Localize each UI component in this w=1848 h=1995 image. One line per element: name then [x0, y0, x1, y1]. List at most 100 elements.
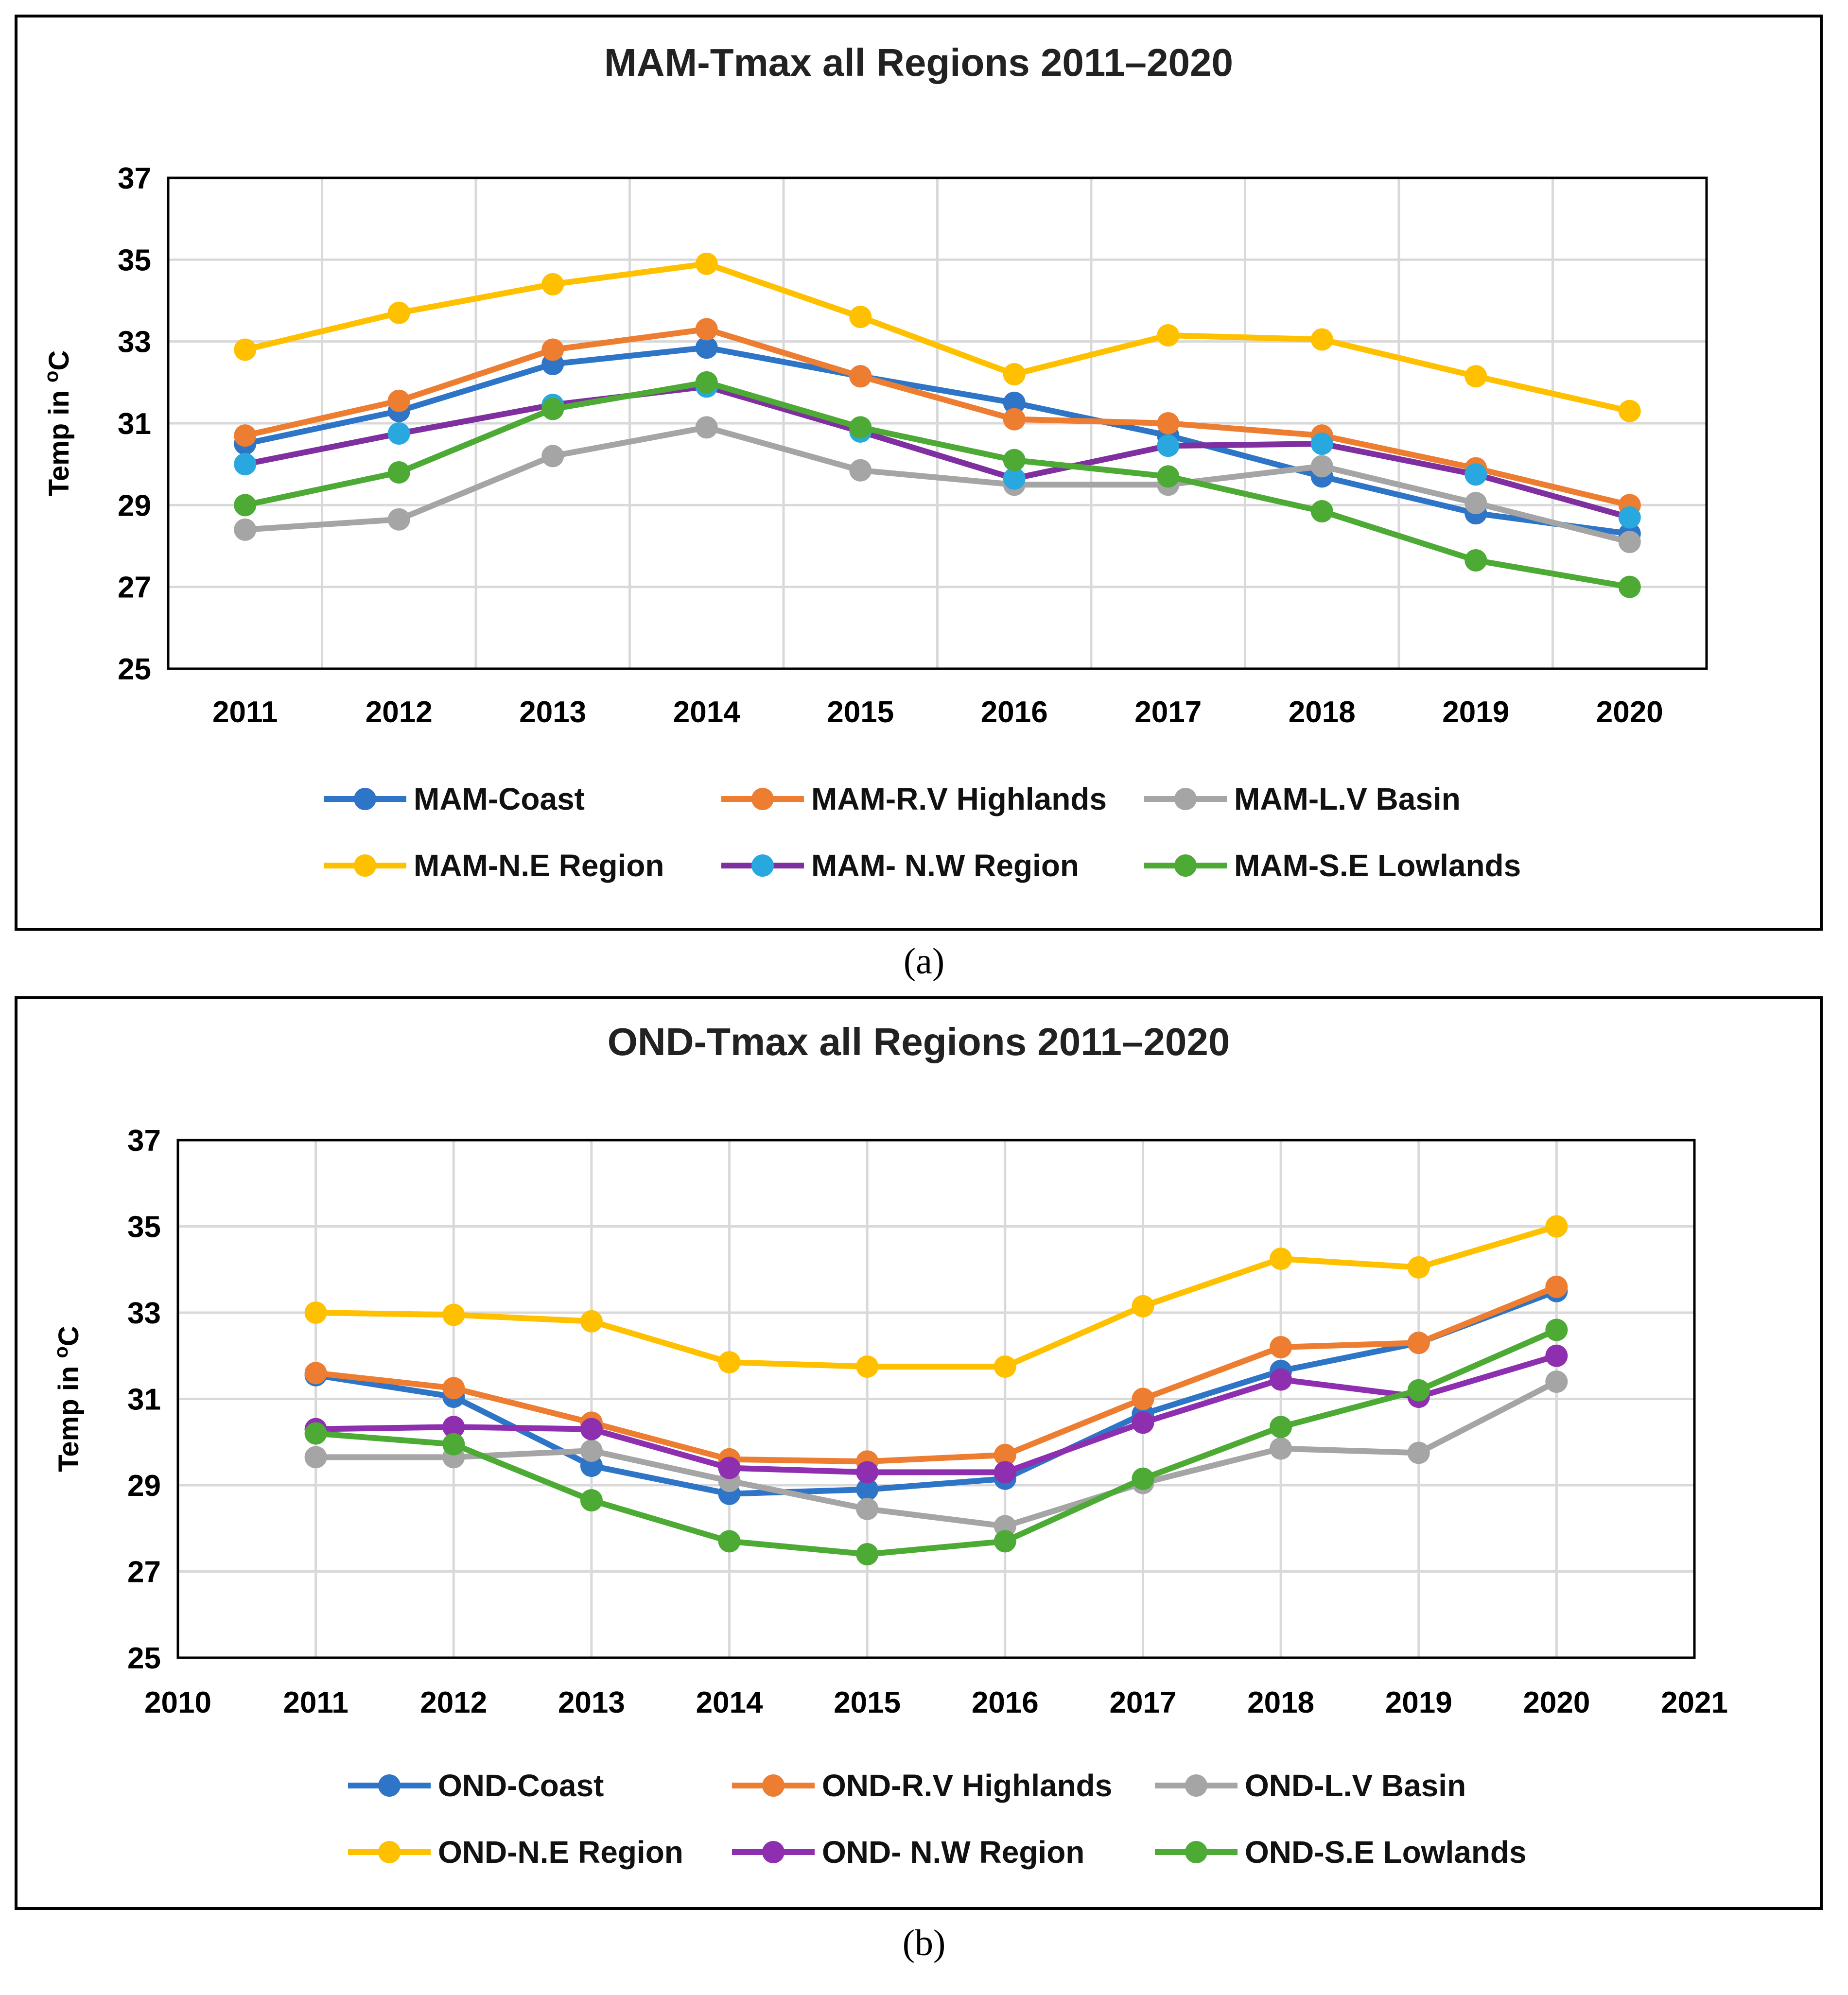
ond-series-5-point — [994, 1530, 1016, 1553]
ond-series-2-point — [1407, 1441, 1430, 1464]
ond-y-axis-title-main: Temp in — [53, 1358, 85, 1472]
mam-series-1-point — [849, 365, 872, 388]
ond-x-tick-label: 2019 — [1385, 1686, 1452, 1719]
ond-series-4-point — [580, 1418, 603, 1440]
mam-legend-marker-0 — [354, 788, 376, 810]
mam-series-2-point — [387, 508, 410, 531]
ond-series-3-point — [718, 1351, 741, 1374]
ond-legend-marker-5 — [1185, 1841, 1207, 1863]
ond-series-2-point — [580, 1440, 603, 1462]
mam-legend-label-5: MAM-S.E Lowlands — [1234, 848, 1521, 883]
mam-series-5-point — [541, 398, 564, 420]
ond-series-1-point — [1270, 1336, 1292, 1358]
chart-svg-ond: OND-Tmax all Regions 2011–2020 25 27 29 31 33… — [51, 1020, 1728, 1870]
mam-series-4-point — [1003, 467, 1026, 490]
ond-series-3-point — [580, 1310, 603, 1333]
ond-legend-marker-2 — [1185, 1774, 1207, 1797]
mam-x-tick-label: 2017 — [1134, 695, 1202, 729]
mam-series-3-point — [1618, 399, 1641, 422]
mam-series-4-point — [234, 453, 257, 476]
mam-series-line-0 — [242, 345, 1633, 537]
mam-series-line-2 — [242, 424, 1633, 545]
ond-x-tick-label: 2017 — [1109, 1686, 1176, 1719]
mam-series-3-point — [1157, 324, 1180, 347]
mam-legend-label-4: MAM- N.W Region — [811, 848, 1079, 883]
ond-series-line-2 — [313, 1379, 1560, 1529]
mam-series-4-point — [387, 422, 410, 445]
mam-series-5-point — [1003, 449, 1026, 471]
ond-series-line-5 — [313, 1327, 1560, 1557]
mam-legend-label-3: MAM-N.E Region — [414, 848, 664, 883]
ond-y-axis-title-sup: o — [51, 1346, 72, 1358]
mam-x-tick-label: 2011 — [212, 695, 278, 729]
mam-series-5-point — [234, 494, 257, 517]
mam-y-axis-title-main: Temp in — [43, 382, 75, 496]
ond-series-2-point — [856, 1497, 879, 1520]
ond-series-0-point — [856, 1478, 879, 1501]
ond-y-tick-label: 25 — [127, 1642, 161, 1675]
ond-series-3-point — [1545, 1215, 1568, 1238]
ond-series-2-point — [1545, 1370, 1568, 1393]
ond-y-tick-label: 31 — [127, 1383, 161, 1417]
ond-series-3-point — [994, 1355, 1016, 1378]
chart-panel-ond: OND-Tmax all Regions 2011–2020 25 27 29 31 33… — [15, 996, 1823, 1910]
ond-series-4-point — [1545, 1344, 1568, 1367]
ond-y-tick-label: 37 — [127, 1124, 161, 1158]
mam-series-1-point — [695, 318, 718, 341]
mam-x-tick-label: 2016 — [981, 695, 1048, 729]
ond-series-3-point — [304, 1301, 327, 1324]
mam-series-3-point — [695, 252, 718, 275]
mam-legend-marker-1 — [751, 788, 774, 810]
mam-series-3-point — [234, 338, 257, 361]
ond-legend-marker-3 — [378, 1841, 401, 1863]
ond-legend-marker-1 — [762, 1774, 785, 1797]
mam-series-line-5 — [242, 379, 1633, 590]
ond-series-line-3 — [313, 1223, 1560, 1370]
ond-series-5-point — [442, 1433, 465, 1456]
mam-y-tick-label: 27 — [118, 571, 151, 605]
ond-series-1-point — [994, 1443, 1016, 1466]
mam-series-0-point — [1003, 391, 1026, 414]
ond-series-line-0 — [313, 1288, 1560, 1497]
caption-b: (b) — [902, 1923, 946, 1963]
ond-series-5-point — [1270, 1416, 1292, 1439]
ond-x-tick-label: 2010 — [144, 1686, 211, 1719]
ond-x-tick-label: 2013 — [558, 1686, 625, 1719]
ond-y-tick-label: 33 — [127, 1297, 161, 1330]
mam-series-3-point — [849, 306, 872, 329]
mam-legend-marker-3 — [354, 854, 376, 877]
mam-x-tick-label: 2014 — [673, 695, 740, 729]
ond-y-tick-label: 35 — [127, 1211, 161, 1244]
ond-legend-marker-4 — [762, 1841, 785, 1863]
ond-x-tick-label: 2015 — [834, 1686, 901, 1719]
ond-series-3-point — [1407, 1256, 1430, 1279]
mam-legend-label-0: MAM-Coast — [414, 781, 585, 816]
mam-series-1-point — [234, 424, 257, 447]
ond-series-2-point — [304, 1446, 327, 1469]
ond-y-axis-title: Temp in oC — [51, 1326, 85, 1472]
mam-series-1-point — [387, 389, 410, 412]
ond-series-1-point — [304, 1362, 327, 1385]
mam-legend-label-1: MAM-R.V Highlands — [811, 781, 1107, 816]
ond-legend-marker-0 — [378, 1774, 401, 1797]
ond-legend-label-1: OND-R.V Highlands — [822, 1768, 1112, 1803]
ond-legend-label-3: OND-N.E Region — [438, 1835, 683, 1870]
mam-x-tick-label: 2020 — [1596, 695, 1663, 729]
ond-series-1-point — [1545, 1275, 1568, 1298]
ond-y-tick-label: 27 — [127, 1556, 161, 1589]
mam-x-tick-label: 2015 — [827, 695, 894, 729]
mam-series-5-point — [1310, 500, 1333, 522]
mam-y-axis-title-sup: o — [41, 371, 62, 382]
ond-series-5-point — [580, 1489, 603, 1512]
mam-y-tick-label: 35 — [118, 243, 151, 277]
ond-series-4-point — [1270, 1368, 1292, 1391]
chart-panel-mam: MAM-Tmax all Regions 2011–2020 25 27 29 31 33… — [15, 15, 1823, 931]
ond-series-5-point — [304, 1422, 327, 1445]
mam-series-2-point — [1464, 492, 1487, 515]
ond-chart-title: OND-Tmax all Regions 2011–2020 — [608, 1020, 1230, 1063]
ond-x-tick-label: 2020 — [1523, 1686, 1590, 1719]
ond-series-1-point — [1407, 1332, 1430, 1354]
mam-series-3-point — [1310, 328, 1333, 351]
mam-series-5-point — [1157, 465, 1180, 488]
ond-series-1-point — [1132, 1388, 1154, 1410]
